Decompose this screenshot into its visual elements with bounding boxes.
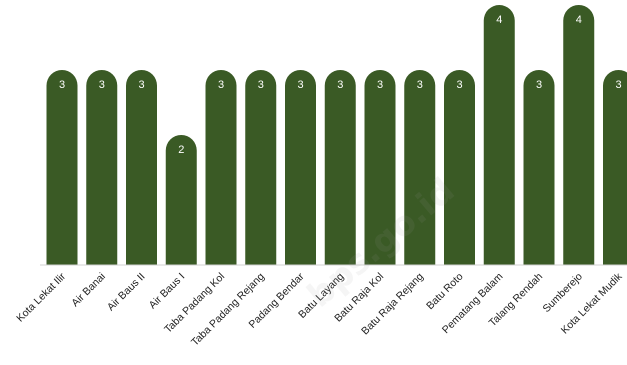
data-label: 3 xyxy=(258,79,264,91)
data-label: 3 xyxy=(297,79,303,91)
data-label: 3 xyxy=(99,79,105,91)
data-label: 4 xyxy=(576,14,582,26)
data-label: 3 xyxy=(615,79,621,91)
data-label: 2 xyxy=(178,144,184,156)
bar xyxy=(126,70,157,265)
x-tick-label: Taba Padang Rejang xyxy=(189,271,267,349)
data-label: 3 xyxy=(377,79,383,91)
data-label: 3 xyxy=(417,79,423,91)
bar xyxy=(364,70,396,265)
bar xyxy=(483,5,515,266)
x-tick-label: Air Banai xyxy=(69,271,108,310)
bar xyxy=(46,70,78,265)
bar xyxy=(404,70,436,265)
bar xyxy=(563,4,595,265)
data-label: 3 xyxy=(138,79,144,91)
bar xyxy=(603,70,627,265)
x-tick-label: Air Baus I xyxy=(147,271,188,312)
bar xyxy=(245,70,277,265)
data-label: 3 xyxy=(456,79,462,91)
x-tick-label: Air Baus II xyxy=(105,271,148,314)
bar xyxy=(165,134,197,265)
data-label: 3 xyxy=(218,79,224,91)
x-tick-label: Kota Lekat Ilir xyxy=(14,270,68,324)
data-label: 4 xyxy=(496,14,502,26)
bar xyxy=(444,70,475,265)
bar xyxy=(86,70,118,265)
bar xyxy=(523,70,555,265)
data-label: 3 xyxy=(337,79,343,91)
bar xyxy=(205,70,237,265)
bar xyxy=(285,70,316,265)
data-label: 3 xyxy=(536,79,542,91)
x-tick-label: Batu Roto xyxy=(424,271,466,313)
data-label: 3 xyxy=(59,79,65,91)
bar xyxy=(324,70,356,265)
